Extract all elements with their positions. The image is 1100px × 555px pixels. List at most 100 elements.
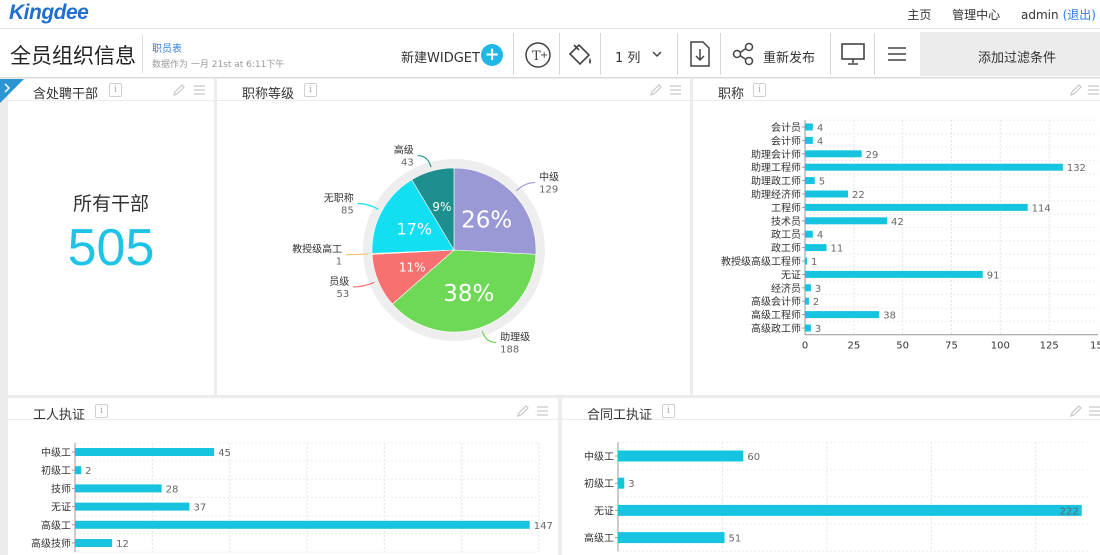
- pie-slice-value: 1: [336, 257, 342, 268]
- widget-header: 职称等级 i: [217, 79, 690, 102]
- top-nav: 主页 管理中心 admin (退出): [890, 6, 1096, 23]
- hamburger-menu-icon[interactable]: [886, 45, 908, 63]
- bar-category-label: 技师: [51, 482, 71, 495]
- info-icon[interactable]: i: [662, 404, 675, 418]
- hamburger-menu-icon[interactable]: [1088, 404, 1100, 418]
- bar: [75, 520, 530, 529]
- bar-value-label: 29: [866, 150, 879, 161]
- hamburger-menu-icon[interactable]: [1087, 83, 1100, 97]
- source-table-link[interactable]: 职员表: [152, 44, 182, 55]
- pencil-icon[interactable]: [172, 83, 186, 97]
- toolbar-divider: [600, 33, 601, 75]
- bar-category-label: 高级工: [41, 519, 71, 532]
- plus-circle-icon[interactable]: +: [481, 44, 503, 66]
- bar-value-label: 38: [883, 311, 896, 322]
- pie-slice-5: [411, 167, 455, 252]
- pie-leader-line: [353, 281, 375, 288]
- bar-value-label: 37: [193, 503, 206, 514]
- pie-leader-line: [346, 253, 369, 256]
- pie-slice-4: [371, 179, 455, 254]
- pie-leader-line: [516, 181, 536, 192]
- republish-button[interactable]: 重新发布: [763, 51, 816, 66]
- bar-category-label: 助理工程师: [751, 161, 801, 174]
- bar-category-label: 无证: [51, 502, 71, 514]
- bar: [75, 539, 113, 547]
- text-tool-icon[interactable]: T +: [524, 40, 554, 70]
- bar-category-label: 高级政工师: [751, 322, 801, 335]
- bar-value-label: 3: [815, 324, 821, 335]
- monitor-icon[interactable]: [840, 42, 866, 66]
- pencil-icon[interactable]: [516, 404, 530, 418]
- bar: [618, 504, 1082, 516]
- pencil-icon[interactable]: [1069, 83, 1083, 97]
- pie-percent-label: 9%: [432, 200, 451, 214]
- toolbar-divider: [830, 33, 831, 75]
- bar: [805, 324, 811, 332]
- x-tick-label: 0: [802, 341, 808, 352]
- toolbar-divider: [677, 33, 678, 75]
- hamburger-menu-icon[interactable]: [536, 404, 549, 418]
- kingdee-logo[interactable]: Kingdee: [9, 1, 89, 24]
- add-filter-button[interactable]: 添加过滤条件: [920, 32, 1100, 76]
- bar-value-label: 91: [987, 270, 1000, 281]
- pie-slice-value: 188: [500, 345, 519, 356]
- download-icon[interactable]: [688, 40, 712, 68]
- bar-value-label: 2: [813, 297, 819, 308]
- pie-percent-label: 38%: [443, 281, 494, 307]
- bar: [805, 217, 888, 225]
- new-widget-button[interactable]: 新建WIDGET: [401, 51, 480, 66]
- x-tick-label: 25: [847, 341, 860, 352]
- bar-value-label: 114: [1032, 203, 1051, 214]
- bar: [75, 466, 82, 475]
- bar-category-label: 高级会计师: [751, 295, 801, 308]
- bar-chart-worker: 中级工 45 初级工 2 技师 28 无证 37 高级工 147 高级技师 12: [31, 442, 553, 553]
- bar: [805, 230, 813, 238]
- pie-slice-value: 43: [401, 158, 414, 169]
- admin-center-link[interactable]: 管理中心: [952, 8, 1001, 22]
- home-link[interactable]: 主页: [907, 8, 932, 22]
- pie-percent-label: 11%: [399, 260, 426, 274]
- bar-category-label: 高级工程师: [751, 309, 801, 322]
- widget-worker-certs: 工人执证 i 中级工 45 初级工 2 技师 28 无证 37 高级工 147 高级技师 12: [8, 398, 558, 555]
- x-tick-label: 125: [1040, 341, 1059, 352]
- widget-header: 合同工执证 i: [562, 398, 1100, 423]
- bar-category-label: 高级工: [584, 532, 614, 545]
- bar-value-label: 11: [830, 244, 843, 255]
- pie-slice-label: 高级: [394, 144, 414, 157]
- bar-category-label: 助理经济师: [751, 188, 801, 201]
- kpi-label: 所有干部: [72, 193, 149, 215]
- pie-slice-label: 教授级高工: [292, 243, 342, 256]
- bar: [75, 448, 215, 456]
- info-icon[interactable]: i: [109, 83, 122, 97]
- info-icon[interactable]: i: [304, 83, 317, 97]
- bar-category-label: 高级技师: [31, 537, 71, 550]
- info-icon[interactable]: i: [753, 83, 766, 97]
- columns-select[interactable]: 1 列: [615, 51, 641, 66]
- bar-value-label: 51: [729, 534, 742, 545]
- bar-category-label: 工程师: [771, 201, 801, 214]
- chevron-right-icon[interactable]: [0, 79, 24, 103]
- info-icon[interactable]: i: [95, 404, 108, 418]
- bar-category-label: 初级工: [584, 477, 614, 490]
- widget-contract-certs: 合同工执证 i 中级工 60 初级工 3 无证 222 高级工 51: [562, 398, 1100, 555]
- bar-value-label: 1: [811, 257, 817, 268]
- hamburger-menu-icon[interactable]: [669, 83, 682, 97]
- svg-text:T: T: [532, 49, 541, 64]
- pie-percent-label: 26%: [461, 207, 512, 233]
- share-icon[interactable]: [731, 42, 755, 66]
- bar: [805, 123, 813, 131]
- logout-link[interactable]: (退出): [1062, 8, 1096, 22]
- pie-slice-label: 员级: [329, 276, 349, 288]
- toolbar-divider: [559, 33, 560, 75]
- pencil-icon[interactable]: [649, 83, 663, 97]
- bar: [805, 311, 880, 319]
- pencil-icon[interactable]: [1069, 404, 1083, 418]
- chevron-down-icon[interactable]: [652, 51, 662, 59]
- bar: [618, 532, 725, 544]
- bar-value-label: 5: [819, 177, 825, 188]
- paint-bucket-icon[interactable]: [566, 41, 594, 69]
- hamburger-menu-icon[interactable]: [193, 83, 206, 97]
